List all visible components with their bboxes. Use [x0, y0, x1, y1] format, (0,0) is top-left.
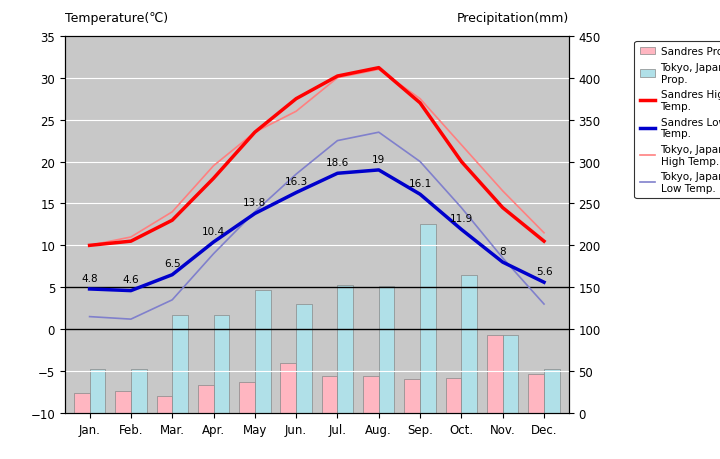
Bar — [131, 369, 147, 413]
Text: 4.8: 4.8 — [81, 273, 98, 283]
Text: 8: 8 — [500, 246, 506, 256]
Bar — [528, 375, 544, 413]
Bar — [363, 376, 379, 413]
Bar — [322, 376, 338, 413]
Text: 5.6: 5.6 — [536, 266, 552, 276]
Bar — [379, 286, 395, 413]
Bar — [420, 225, 436, 413]
Bar — [487, 336, 503, 413]
Text: 13.8: 13.8 — [243, 198, 266, 208]
Text: 16.3: 16.3 — [284, 177, 307, 187]
Text: 18.6: 18.6 — [326, 157, 349, 168]
Bar — [115, 392, 131, 413]
Bar — [198, 386, 214, 413]
Bar — [405, 380, 420, 413]
Bar — [74, 393, 89, 413]
Legend: Sandres Prop., Tokyo, Japan
Prop., Sandres High
Temp., Sandres Low
Temp., Tokyo,: Sandres Prop., Tokyo, Japan Prop., Sandr… — [634, 42, 720, 199]
Text: 4.6: 4.6 — [122, 275, 139, 285]
Bar — [239, 382, 255, 413]
Bar — [89, 369, 105, 413]
Bar — [338, 285, 353, 413]
Bar — [446, 378, 462, 413]
Text: Temperature(℃): Temperature(℃) — [65, 12, 168, 25]
Bar — [214, 315, 229, 413]
Text: Precipitation(mm): Precipitation(mm) — [456, 12, 569, 25]
Text: 6.5: 6.5 — [164, 259, 181, 269]
Bar — [156, 397, 172, 413]
Bar — [281, 363, 296, 413]
Bar — [462, 275, 477, 413]
Bar — [503, 336, 518, 413]
Text: 16.1: 16.1 — [408, 179, 432, 189]
Text: 10.4: 10.4 — [202, 226, 225, 236]
Bar — [296, 304, 312, 413]
Bar — [172, 315, 188, 413]
Bar — [255, 290, 271, 413]
Bar — [544, 369, 559, 413]
Text: 11.9: 11.9 — [450, 214, 473, 224]
Text: 19: 19 — [372, 154, 385, 164]
